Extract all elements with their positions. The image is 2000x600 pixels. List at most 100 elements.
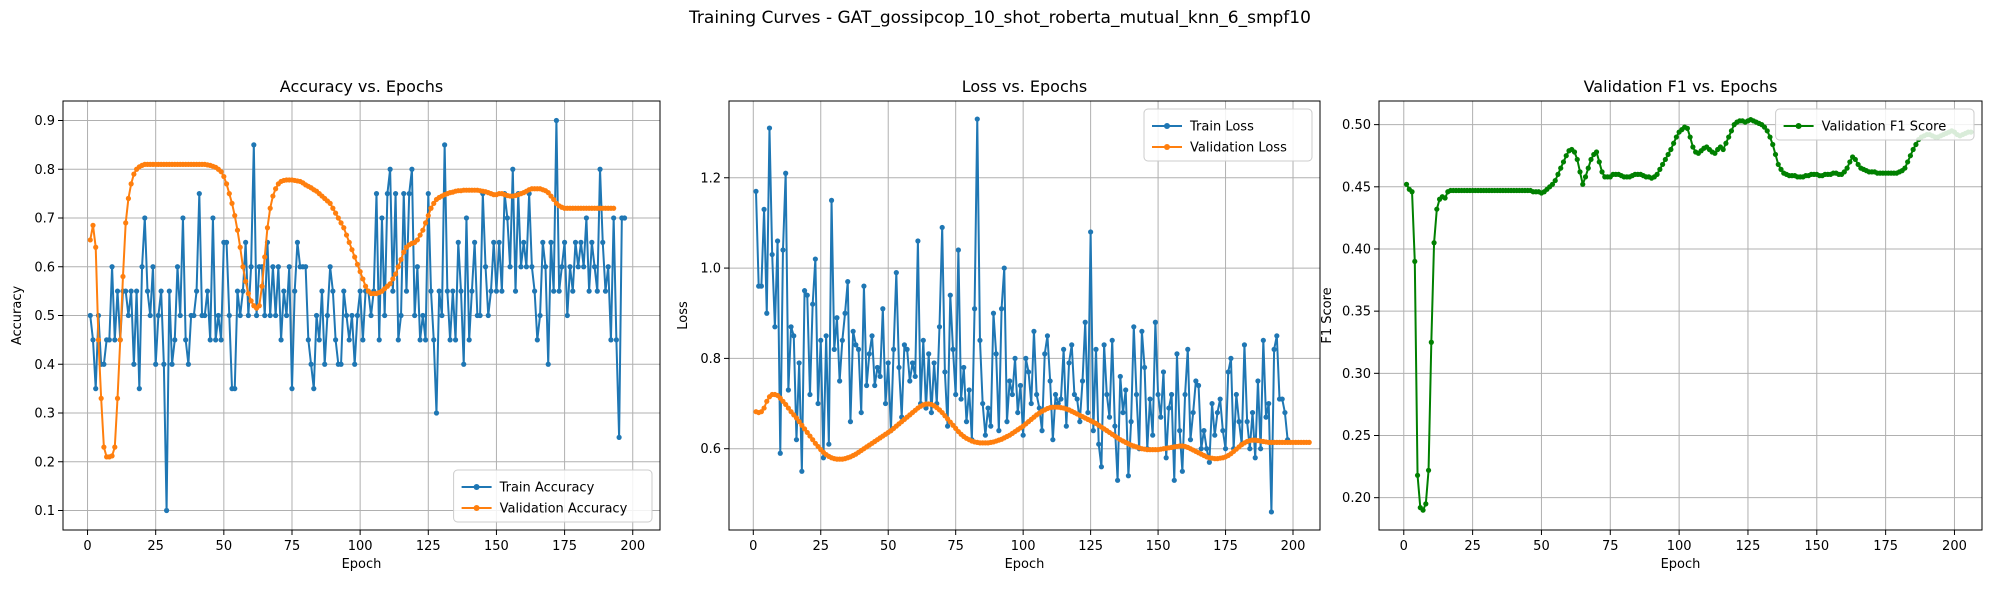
data-point xyxy=(436,288,442,294)
data-point xyxy=(183,337,189,343)
data-point xyxy=(163,507,170,514)
data-point xyxy=(1552,177,1558,184)
data-point xyxy=(1258,446,1264,452)
data-point xyxy=(1131,324,1137,330)
data-point xyxy=(264,225,271,231)
data-point xyxy=(1236,419,1242,425)
data-point xyxy=(1042,351,1048,357)
data-point xyxy=(966,387,972,393)
data-point xyxy=(826,441,832,447)
data-point xyxy=(349,247,355,253)
data-point xyxy=(496,239,502,245)
data-point xyxy=(450,288,456,294)
data-point xyxy=(990,310,997,316)
data-point xyxy=(1558,165,1564,171)
data-point xyxy=(333,337,339,343)
data-point xyxy=(1720,146,1726,153)
data-point xyxy=(947,292,953,298)
data-point xyxy=(1085,409,1091,416)
data-point xyxy=(90,222,96,228)
data-point xyxy=(1093,346,1099,352)
legend-entry-label: Validation Loss xyxy=(1190,141,1287,156)
data-point xyxy=(267,312,273,319)
data-point xyxy=(1025,369,1032,375)
data-point xyxy=(232,212,238,219)
data-point xyxy=(341,225,347,231)
data-point xyxy=(117,337,123,343)
data-point xyxy=(1222,446,1229,452)
data-point xyxy=(853,342,859,348)
data-point xyxy=(961,364,967,371)
data-point xyxy=(433,410,440,416)
data-point xyxy=(837,378,843,384)
data-point xyxy=(785,405,791,411)
data-point xyxy=(567,264,573,270)
legend: Validation F1 Score xyxy=(1775,108,1975,141)
data-point xyxy=(136,386,142,392)
x-tick-label: 0 xyxy=(83,539,91,554)
data-point xyxy=(273,312,279,319)
data-point xyxy=(1690,144,1696,150)
x-tick-label: 125 xyxy=(416,539,441,554)
data-point xyxy=(109,264,115,270)
data-point xyxy=(270,264,276,270)
data-point xyxy=(1214,409,1221,416)
x-tick-label: 25 xyxy=(1464,539,1481,554)
data-point xyxy=(512,288,519,294)
data-point xyxy=(988,423,994,429)
data-point xyxy=(1187,437,1194,443)
data-point xyxy=(1104,391,1110,398)
data-point xyxy=(275,264,281,270)
data-point xyxy=(1580,181,1586,187)
data-point xyxy=(1412,258,1418,265)
data-point xyxy=(1778,166,1784,172)
data-point xyxy=(1039,428,1045,434)
data-point xyxy=(191,312,197,319)
data-point xyxy=(1660,161,1666,168)
data-point xyxy=(1247,446,1253,452)
axes-frame xyxy=(728,100,1321,531)
data-point xyxy=(1434,206,1440,212)
data-point xyxy=(316,337,322,343)
data-point xyxy=(439,312,445,319)
data-point xyxy=(1150,432,1156,438)
y-tick-label: 1.2 xyxy=(700,171,721,186)
data-point xyxy=(491,239,497,245)
x-tick-label: 125 xyxy=(1736,539,1761,554)
data-point xyxy=(939,224,945,231)
data-point xyxy=(1115,477,1121,483)
data-point xyxy=(1855,161,1861,168)
series-validation-f1-score xyxy=(1403,117,1974,513)
data-point xyxy=(845,279,851,285)
data-point xyxy=(907,378,913,384)
data-point xyxy=(1420,507,1426,513)
data-point xyxy=(1069,342,1075,348)
data-point xyxy=(942,369,948,375)
data-point xyxy=(847,419,854,425)
data-point xyxy=(232,386,238,392)
data-point xyxy=(611,205,617,211)
data-point xyxy=(548,239,554,245)
legend-swatch-marker xyxy=(1164,123,1170,129)
data-point xyxy=(783,401,789,408)
data-point xyxy=(1599,169,1605,175)
data-point xyxy=(1414,472,1421,478)
data-point xyxy=(1101,342,1107,348)
data-point xyxy=(461,361,467,367)
data-point xyxy=(472,239,478,245)
data-point xyxy=(469,288,475,294)
data-point xyxy=(783,170,789,176)
data-point xyxy=(313,312,320,319)
series-line xyxy=(754,118,1289,513)
data-point xyxy=(360,337,366,343)
x-tick-label: 150 xyxy=(1804,539,1829,554)
data-point xyxy=(586,288,592,294)
y-tick-label: 0.6 xyxy=(34,260,55,275)
data-point xyxy=(294,239,301,245)
data-point xyxy=(431,200,437,206)
series-validation-accuracy xyxy=(87,161,617,460)
x-tick-label: 200 xyxy=(1281,539,1306,554)
data-point xyxy=(998,306,1005,312)
data-point xyxy=(1282,409,1288,416)
data-point xyxy=(226,191,232,197)
